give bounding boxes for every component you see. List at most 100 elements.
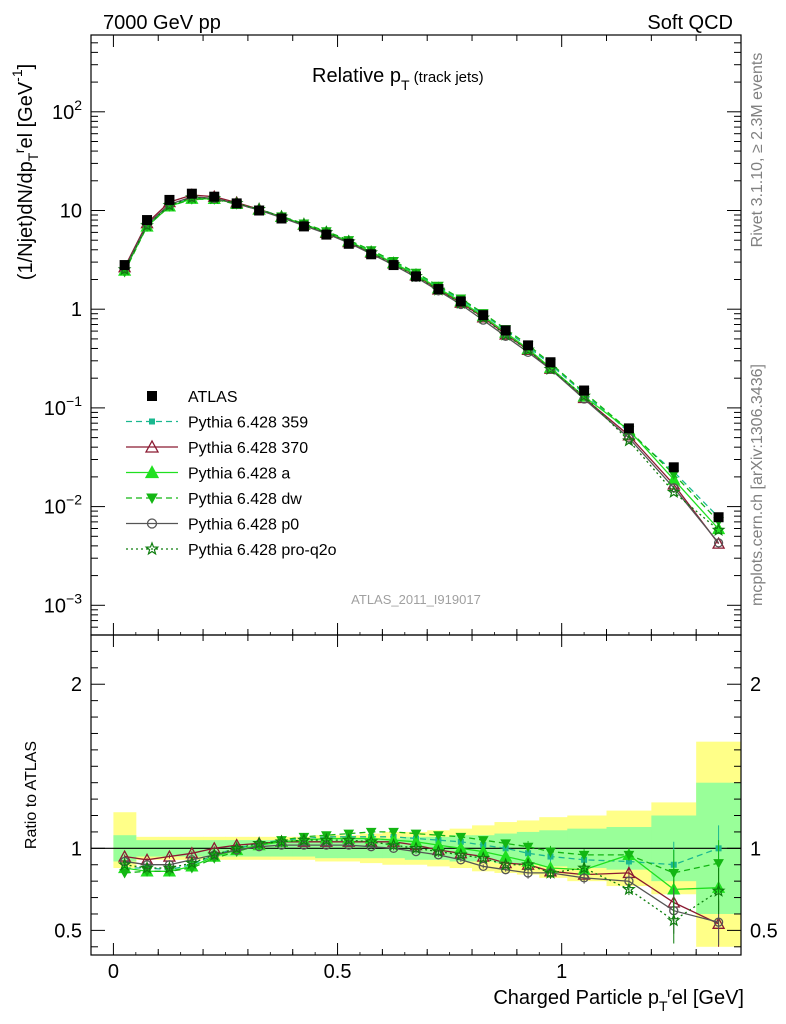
ratio-series-point xyxy=(410,829,422,840)
ratio-series-point xyxy=(666,913,681,927)
data-point xyxy=(478,310,489,321)
ratio-tick-label-right: 0.5 xyxy=(750,920,778,942)
ratio-series-point xyxy=(478,861,488,872)
y-tick-label: 1 xyxy=(71,299,82,321)
ratio-series-point xyxy=(453,847,468,861)
legend-marker xyxy=(149,418,155,425)
y-axis-title: (1/Njet)dN/dpTrel [GeV-1] xyxy=(9,64,41,280)
data-point xyxy=(209,191,220,202)
data-point xyxy=(254,205,265,216)
data-point xyxy=(388,260,399,271)
data-point xyxy=(579,385,590,396)
x-tick-label: 1 xyxy=(556,961,567,983)
ratio-series-point xyxy=(713,859,724,869)
legend-marker xyxy=(144,465,160,479)
ratio-series-point xyxy=(162,860,177,874)
ratio-series-point xyxy=(522,842,534,853)
data-point xyxy=(500,325,511,336)
data-point xyxy=(523,340,534,351)
ratio-tick-label-left: 2 xyxy=(71,674,82,696)
data-point xyxy=(455,296,466,307)
ratio-series-point xyxy=(252,836,266,850)
ratio-series-point xyxy=(668,868,680,879)
data-point xyxy=(713,512,724,523)
ratio-series-point xyxy=(341,832,356,846)
ratio-series-point xyxy=(117,857,132,871)
mcplots-label: mcplots.cern.ch [arXiv:1306.3436] xyxy=(749,364,766,606)
ratio-series-point xyxy=(579,873,589,883)
x-tick-label: 0 xyxy=(108,961,119,983)
main-series-point xyxy=(543,362,558,376)
y-tick-label: 102 xyxy=(52,97,82,124)
ratio-series-point xyxy=(229,841,244,855)
main-series-point xyxy=(622,433,636,447)
ratio-series-point xyxy=(498,857,513,871)
legend-label: Pythia 6.428 370 xyxy=(188,440,308,457)
data-point xyxy=(343,238,354,249)
ratio-series-point xyxy=(364,834,379,848)
legend-marker xyxy=(146,518,158,529)
legend-marker xyxy=(146,493,158,505)
ratio-series-point xyxy=(185,855,199,869)
ratio-series-point xyxy=(140,860,154,874)
main-panel-series xyxy=(117,188,726,549)
ratio-tick-label-right: 1 xyxy=(750,838,761,860)
y-tick-label: 10−1 xyxy=(44,393,82,420)
x-tick-label: 0.5 xyxy=(324,961,352,983)
legend-label: ATLAS xyxy=(188,389,238,406)
rivet-version-label: Rivet 3.1.10, ≥ 2.3M events xyxy=(749,53,766,248)
data-point xyxy=(545,357,556,368)
ratio-panel-frame xyxy=(90,634,742,956)
ratio-series-point xyxy=(545,847,556,858)
ratio-series-line xyxy=(124,831,719,874)
ratio-series-point xyxy=(409,841,423,855)
data-point xyxy=(164,194,175,205)
analysis-tag: ATLAS_2011_I919017 xyxy=(351,592,481,607)
legend-label: Pythia 6.428 dw xyxy=(188,491,302,508)
header-category-label: Soft QCD xyxy=(647,12,733,34)
ratio-series-point xyxy=(319,832,334,846)
ratio-tick-label-left: 0.5 xyxy=(54,920,82,942)
ratio-series-point xyxy=(388,827,399,838)
ratio-series-point xyxy=(274,834,289,848)
main-series-point xyxy=(666,484,681,499)
ratio-series-point xyxy=(365,827,377,838)
y-tick-label: 10−2 xyxy=(44,492,82,519)
ratio-series-point xyxy=(578,850,590,861)
ratio-series-point xyxy=(625,858,632,865)
data-point xyxy=(231,198,242,209)
ratio-tick-label-right: 2 xyxy=(750,674,761,696)
main-series-point xyxy=(713,538,724,548)
ratio-series-point xyxy=(477,836,489,846)
legend-label: Pythia 6.428 pro-q2o xyxy=(188,542,337,559)
ratio-series-point xyxy=(207,847,222,861)
data-point xyxy=(276,213,287,224)
ratio-series-point xyxy=(623,850,635,861)
ratio-series-point xyxy=(711,883,726,897)
ratio-series-point xyxy=(386,837,401,851)
ratio-series-point xyxy=(543,865,558,879)
ratio-series-point xyxy=(500,839,512,849)
y-tick-label: 10 xyxy=(60,200,82,222)
ratio-series-point xyxy=(521,857,535,871)
ratio-series-point xyxy=(455,832,467,843)
ratio-series-point xyxy=(499,849,513,862)
data-point xyxy=(623,423,634,434)
data-point xyxy=(668,462,679,473)
legend-marker xyxy=(147,391,157,401)
data-point xyxy=(298,221,309,232)
legend-label: Pythia 6.428 359 xyxy=(188,415,308,432)
data-point xyxy=(411,271,421,282)
ratio-y-axis-title: Ratio to ATLAS xyxy=(23,741,40,849)
ratio-series-point xyxy=(433,831,444,841)
ratio-series-line xyxy=(124,839,719,922)
data-point xyxy=(119,260,130,271)
data-point xyxy=(321,229,332,240)
legend-label: Pythia 6.428 p0 xyxy=(188,517,299,534)
main-series-point xyxy=(711,522,726,536)
data-point xyxy=(366,249,377,260)
y-tick-label: 10−3 xyxy=(44,590,82,617)
ratio-series-point xyxy=(297,832,311,846)
legend: ATLAS Pythia 6.428 359 Pythia 6.428 370 Pyt… xyxy=(126,389,337,559)
